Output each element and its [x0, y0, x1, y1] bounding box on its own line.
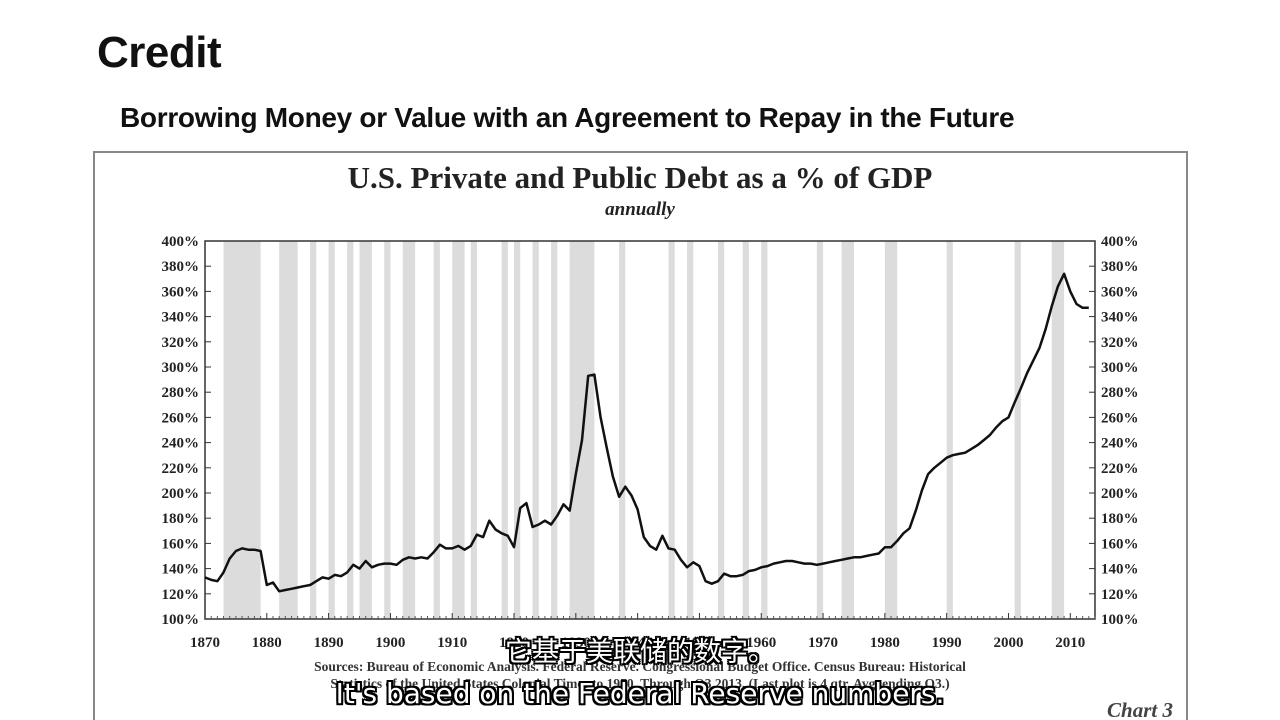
y-tick-label-left: 400%: [162, 234, 200, 250]
recession-bands: [223, 241, 1065, 619]
y-tick-label-left: 180%: [162, 511, 200, 527]
recession-band: [501, 241, 508, 619]
y-tick-label-right: 380%: [1101, 259, 1139, 275]
y-tick-label-right: 120%: [1101, 587, 1139, 603]
recession-band: [668, 241, 675, 619]
y-tick-label-right: 100%: [1101, 612, 1139, 628]
x-tick-label: 1920: [499, 635, 529, 651]
y-tick-label-left: 360%: [162, 284, 200, 300]
subtitle-caption-zh: 它基于美联储的数字。: [505, 637, 775, 668]
recession-band: [402, 241, 416, 619]
recession-band: [742, 241, 749, 619]
x-tick-label: 1890: [314, 635, 344, 651]
recession-band: [884, 241, 892, 619]
recession-band: [816, 241, 824, 619]
axis-ticks: 100% 100% 120% 120% 140% 140% 160% 160% 180% 180%…: [162, 234, 1139, 651]
y-tick-label-right: 160%: [1101, 536, 1139, 552]
recession-band: [514, 241, 521, 619]
sources-line-2: Statistics of the United States Colonial…: [330, 676, 949, 691]
y-tick-label-left: 160%: [162, 536, 200, 552]
y-tick-label-left: 280%: [162, 385, 200, 401]
recession-band: [223, 241, 261, 619]
x-tick-label: 1990: [932, 635, 962, 651]
recession-band: [347, 241, 354, 619]
recession-band: [891, 241, 898, 619]
y-tick-label-right: 340%: [1101, 310, 1139, 326]
recession-band: [946, 241, 953, 619]
y-tick-label-left: 140%: [162, 562, 200, 578]
y-tick-label-right: 240%: [1101, 436, 1139, 452]
plot-area: [204, 240, 1096, 620]
recession-band: [279, 241, 298, 619]
sources-line-1: Sources: Bureau of Economic Analysis. Fe…: [314, 659, 966, 674]
x-tick-label: 2000: [993, 635, 1023, 651]
y-tick-label-right: 300%: [1101, 360, 1139, 376]
y-tick-label-right: 280%: [1101, 385, 1139, 401]
recession-band: [1014, 241, 1021, 619]
x-tick-label: 1980: [870, 635, 900, 651]
slide-title: Credit: [97, 28, 222, 77]
y-tick-label-right: 400%: [1101, 234, 1139, 250]
recession-band: [761, 241, 768, 619]
y-tick-label-left: 300%: [162, 360, 200, 376]
chart-title: U.S. Private and Public Debt as a % of G…: [348, 160, 933, 195]
chart-label: Chart 3: [1107, 698, 1173, 720]
recession-band: [433, 241, 440, 619]
y-tick-label-left: 260%: [162, 410, 200, 426]
recession-band: [687, 241, 694, 619]
debt-series-line: [204, 272, 1089, 593]
y-tick-label-left: 120%: [162, 587, 200, 603]
y-tick-label-right: 180%: [1101, 511, 1139, 527]
recession-band: [619, 241, 626, 619]
x-tick-label: 1970: [808, 635, 838, 651]
recession-band: [310, 241, 317, 619]
x-tick-label: 1930: [561, 635, 591, 651]
x-tick-label: 1900: [375, 635, 405, 651]
slide-subtitle: Borrowing Money or Value with an Agreeme…: [120, 102, 1015, 133]
y-tick-label-right: 220%: [1101, 461, 1139, 477]
y-tick-label-left: 200%: [162, 486, 200, 502]
y-tick-label-left: 100%: [162, 612, 200, 628]
subtitle-caption-en: It's based on the Federal Reserve number…: [335, 677, 945, 710]
y-tick-label-right: 360%: [1101, 284, 1139, 300]
x-tick-label: 2010: [1055, 635, 1085, 651]
recession-band: [1051, 241, 1065, 619]
y-tick-label-left: 240%: [162, 436, 200, 452]
y-tick-label-left: 380%: [162, 259, 200, 275]
y-tick-label-right: 140%: [1101, 562, 1139, 578]
recession-band: [359, 241, 372, 619]
chart-subtitle: annually: [605, 199, 675, 220]
x-tick-label: 1940: [623, 635, 653, 651]
y-tick-label-left: 220%: [162, 461, 200, 477]
recession-band: [532, 241, 539, 619]
recession-band: [470, 241, 477, 619]
x-tick-label: 1950: [684, 635, 714, 651]
x-tick-label: 1880: [252, 635, 282, 651]
y-tick-label-right: 260%: [1101, 410, 1139, 426]
recession-band: [551, 241, 558, 619]
x-tick-label: 1910: [437, 635, 467, 651]
x-tick-label: 1960: [746, 635, 776, 651]
y-tick-label-right: 200%: [1101, 486, 1139, 502]
recession-band: [452, 241, 465, 619]
y-tick-label-right: 320%: [1101, 335, 1139, 351]
recession-band: [841, 241, 854, 619]
y-tick-label-left: 340%: [162, 310, 200, 326]
recession-band: [384, 241, 391, 619]
recession-band: [717, 241, 725, 619]
recession-band: [328, 241, 335, 619]
chart-frame: U.S. Private and Public Debt as a % of G…: [93, 151, 1188, 720]
y-tick-label-left: 320%: [162, 335, 200, 351]
debt-gdp-chart: U.S. Private and Public Debt as a % of G…: [162, 160, 1174, 720]
x-tick-label: 1870: [190, 635, 220, 651]
